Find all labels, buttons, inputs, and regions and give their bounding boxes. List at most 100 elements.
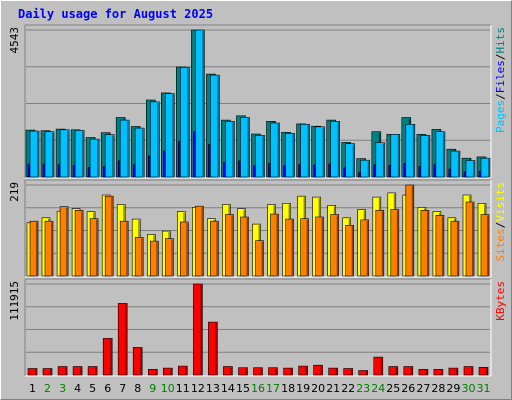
bar-shade [245, 368, 247, 375]
legend-separator: / [494, 54, 507, 61]
bar-shade [202, 31, 204, 177]
bar-pages-day-23 [360, 159, 371, 178]
x-tick-label-28: 28 [431, 382, 445, 395]
bar-kbytes-day-13 [208, 321, 218, 376]
bar-shade [412, 125, 415, 177]
series-sites [29, 184, 490, 277]
bar-sites-day-12 [195, 205, 204, 277]
bar-shade [320, 366, 323, 375]
bar-shade [52, 132, 54, 177]
bar-sites-day-16 [255, 240, 264, 277]
x-tick-label-27: 27 [416, 382, 430, 395]
bar-shade [441, 216, 444, 276]
bar-shade [201, 207, 203, 276]
bar-kbytes-day-31 [478, 366, 489, 376]
scale-label: 4543 [8, 27, 21, 54]
bar-sites-day-9 [150, 240, 159, 277]
chart-panels: 4543Pages/Files/Hits219Sites/Visits11191… [8, 24, 507, 377]
bar-shade [425, 370, 428, 375]
x-tick-label-31: 31 [477, 382, 491, 395]
bar-sites-day-7 [119, 220, 129, 277]
bar-sites-day-8 [134, 237, 144, 277]
bar-shade [111, 197, 113, 276]
bar-shade [396, 210, 399, 276]
bar-shade [36, 222, 38, 276]
bar-sites-day-25 [390, 209, 400, 277]
bar-sites-day-20 [315, 216, 324, 277]
x-tick-label-18: 18 [281, 382, 295, 395]
bar-kbytes-day-25 [388, 366, 399, 376]
bar-shade [126, 222, 128, 276]
bar-shade [217, 76, 219, 177]
panel-2: 219 Sites/Visits [8, 179, 507, 278]
bar-kbytes-day-9 [148, 368, 158, 376]
bar-shade [140, 348, 142, 375]
panel-legend: KBytes [494, 281, 507, 321]
bar-kbytes-day-5 [87, 366, 98, 376]
bar-shade [337, 122, 340, 177]
panel-background [25, 279, 491, 376]
panel-legend: Pages/Files/Hits [494, 27, 507, 133]
bar-kbytes-day-15 [238, 367, 248, 376]
bar-pages-day-10 [165, 93, 175, 178]
bar-shade [366, 220, 369, 276]
bar-pages-day-22 [345, 143, 356, 178]
bar-sites-day-4 [74, 210, 84, 277]
bar-shade [170, 369, 172, 375]
bar-shade [307, 125, 310, 177]
bar-sites-day-13 [210, 220, 219, 277]
bar-shade [96, 219, 98, 276]
bar-sites-day-17 [270, 213, 279, 277]
bar-shade [411, 186, 414, 276]
bar-shade [186, 223, 188, 276]
bar-kbytes-day-17 [268, 367, 278, 376]
bar-shade [82, 131, 84, 177]
bar-kbytes-day-3 [57, 366, 68, 376]
x-tick-label-24: 24 [371, 382, 385, 395]
bar-pages-day-26 [405, 124, 416, 178]
bar-shade [487, 215, 489, 276]
bar-shade [125, 304, 127, 375]
bar-pages-day-8 [134, 127, 145, 178]
bar-shade [367, 161, 370, 177]
legend-sites: Sites [494, 228, 507, 261]
x-tick-label-25: 25 [386, 382, 400, 395]
panel-legend: Sites/Visits [494, 182, 507, 262]
bar-shade [171, 239, 173, 276]
legend-kbytes: KBytes [494, 281, 507, 321]
bar-shade [185, 367, 187, 375]
bar-sites-day-15 [240, 216, 249, 277]
bar-shade [231, 215, 233, 276]
bar-pages-day-15 [240, 117, 250, 178]
bar-shade [335, 369, 338, 375]
bar-pages-day-21 [330, 121, 341, 178]
x-tick-label-2: 2 [44, 382, 51, 395]
legend-pages: Pages [494, 100, 507, 133]
x-tick-label-23: 23 [356, 382, 370, 395]
bar-pages-day-16 [255, 135, 265, 178]
x-tick-label-26: 26 [401, 382, 415, 395]
x-tick-label-14: 14 [221, 382, 235, 395]
scale-label: 111915 [8, 281, 21, 321]
bar-shade [397, 135, 400, 177]
bar-shade [246, 218, 248, 276]
bar-shade [215, 323, 217, 375]
bar-pages-day-1 [29, 130, 40, 178]
x-tick-label-7: 7 [119, 382, 126, 395]
bar-kbytes-day-1 [27, 368, 38, 376]
x-tick-label-20: 20 [311, 382, 325, 395]
bar-kbytes-day-14 [223, 366, 233, 376]
bar-pages-day-3 [59, 129, 70, 178]
bar-pages-day-11 [180, 67, 190, 178]
bar-pages-day-17 [270, 122, 280, 178]
bar-shade [50, 369, 52, 375]
bar-pages-day-18 [285, 133, 295, 178]
chart-title: Daily usage for August 2025 [18, 7, 213, 21]
bar-shade [275, 368, 277, 375]
bar-shade [365, 371, 368, 375]
x-tick-label-29: 29 [446, 382, 460, 395]
bar-sites-day-29 [450, 220, 460, 277]
bar-kbytes-day-22 [343, 368, 354, 376]
bar-pages-day-29 [450, 150, 461, 178]
bar-sites-day-22 [345, 225, 355, 277]
